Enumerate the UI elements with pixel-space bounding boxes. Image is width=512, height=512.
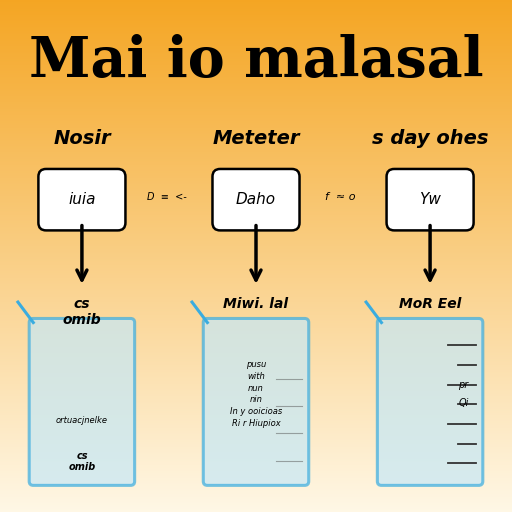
Text: Miwi. lal: Miwi. lal xyxy=(223,297,289,311)
Text: Mai io malasal: Mai io malasal xyxy=(29,34,483,89)
Text: MoR Eel: MoR Eel xyxy=(399,297,461,311)
Text: D  ≡  <-: D ≡ <- xyxy=(146,192,186,202)
Text: f  ≈ o: f ≈ o xyxy=(325,192,356,202)
Text: Meteter: Meteter xyxy=(212,129,300,148)
FancyBboxPatch shape xyxy=(38,169,125,230)
Text: iuia: iuia xyxy=(68,192,96,207)
Text: Daho: Daho xyxy=(236,192,276,207)
Text: pr
Qi: pr Qi xyxy=(458,380,468,408)
FancyBboxPatch shape xyxy=(377,318,483,485)
Text: Nosir: Nosir xyxy=(53,129,111,148)
Text: cs
omib: cs omib xyxy=(68,451,96,472)
FancyBboxPatch shape xyxy=(203,318,309,485)
FancyBboxPatch shape xyxy=(29,318,135,485)
Text: pusu
with
nun
nin
In y ooicioas
Ri r Hiupiox: pusu with nun nin In y ooicioas Ri r Hiu… xyxy=(230,360,282,428)
Text: s day ohes: s day ohes xyxy=(372,129,488,148)
Text: cs
omib: cs omib xyxy=(62,297,101,327)
Text: Yw: Yw xyxy=(419,192,441,207)
Text: ortuacjnelke: ortuacjnelke xyxy=(56,416,108,425)
FancyBboxPatch shape xyxy=(387,169,474,230)
FancyBboxPatch shape xyxy=(212,169,300,230)
